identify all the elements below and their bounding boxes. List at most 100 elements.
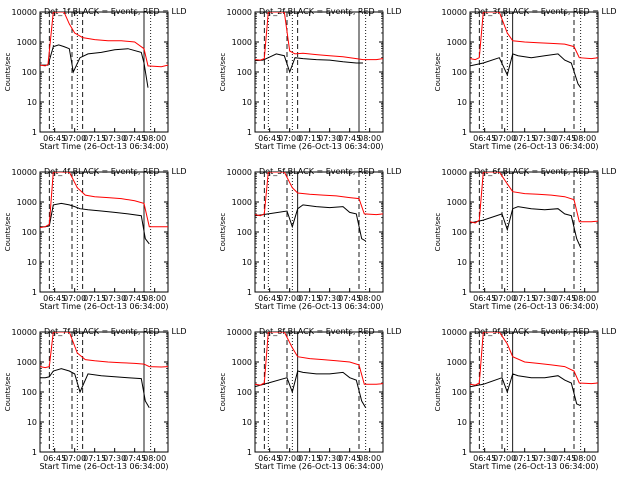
x-axis-label: Start Time (26-Oct-13 06:34:00) xyxy=(469,462,598,471)
lld-series-line xyxy=(40,332,168,369)
x-tick-label: 08:00 xyxy=(143,454,166,463)
y-axis-label: Counts/sec xyxy=(4,373,12,412)
y-tick-label: 1 xyxy=(462,128,467,137)
x-tick-label: 07:00 xyxy=(278,134,301,143)
events-series-line xyxy=(255,204,366,242)
chart-panel: Det_2f BLACK = Events, RED = LLD 1 10 100 10… xyxy=(219,7,402,151)
x-tick-label: 06:45 xyxy=(258,454,281,463)
y-tick-label: 1 xyxy=(32,288,37,297)
x-axis-label: Start Time (26-Oct-13 06:34:00) xyxy=(39,302,168,311)
plot-frame xyxy=(469,171,599,293)
x-tick-label: 08:00 xyxy=(573,294,596,303)
x-tick-label: 07:00 xyxy=(63,294,86,303)
chart-title: Det_5f BLACK = Events, RED = LLD xyxy=(259,167,402,176)
x-tick-label: 07:45 xyxy=(338,454,361,463)
y-tick-label: 10 xyxy=(457,98,467,107)
lld-series-line xyxy=(470,172,598,224)
y-tick-label: 10 xyxy=(27,258,37,267)
chart-title: Det_4f BLACK = Events, RED = LLD xyxy=(44,167,187,176)
x-tick-label: 07:15 xyxy=(298,454,321,463)
events-series-line xyxy=(470,373,581,407)
x-tick-label: 07:15 xyxy=(513,454,536,463)
x-tick-label: 07:15 xyxy=(83,294,106,303)
x-tick-label: 07:00 xyxy=(63,134,86,143)
y-tick-label: 1000 xyxy=(447,358,467,367)
chart-panel: Det_4f BLACK = Events, RED = LLD 1 10 100 10… xyxy=(4,167,187,311)
x-tick-label: 08:00 xyxy=(143,294,166,303)
lld-series-line xyxy=(255,332,383,386)
chart-title: Det_6f BLACK = Events, RED = LLD xyxy=(474,167,617,176)
x-tick-label: 07:15 xyxy=(298,294,321,303)
y-axis-label: Counts/sec xyxy=(219,373,227,412)
x-tick-label: 08:00 xyxy=(358,294,381,303)
y-tick-label: 1000 xyxy=(447,198,467,207)
x-tick-label: 06:45 xyxy=(258,134,281,143)
y-tick-label: 1000 xyxy=(232,358,252,367)
lld-series-line xyxy=(40,172,168,229)
events-series-line xyxy=(255,370,367,408)
y-tick-label: 1 xyxy=(247,288,252,297)
y-tick-label: 10000 xyxy=(12,168,37,177)
chart-panel: Det_9f BLACK = Events, RED = LLD 1 10 100 10… xyxy=(434,327,617,471)
y-tick-label: 100 xyxy=(452,228,467,237)
y-tick-label: 100 xyxy=(22,228,37,237)
y-tick-label: 1 xyxy=(247,448,252,457)
x-tick-label: 07:45 xyxy=(338,294,361,303)
x-tick-label: 06:45 xyxy=(43,294,66,303)
y-tick-label: 10000 xyxy=(227,168,252,177)
x-axis-label: Start Time (26-Oct-13 06:34:00) xyxy=(469,142,598,151)
x-tick-label: 07:15 xyxy=(513,294,536,303)
plot-frame xyxy=(254,331,384,453)
y-tick-label: 10000 xyxy=(442,328,467,337)
chart-title: Det_9f BLACK = Events, RED = LLD xyxy=(474,327,617,336)
x-axis-label: Start Time (26-Oct-13 06:34:00) xyxy=(39,142,168,151)
y-tick-label: 10 xyxy=(242,258,252,267)
events-series-line xyxy=(40,202,150,245)
lld-series-line xyxy=(40,12,168,68)
y-tick-label: 10000 xyxy=(227,8,252,17)
chart-title: Det_8f BLACK = Events, RED = LLD xyxy=(259,327,402,336)
x-tick-label: 06:45 xyxy=(43,454,66,463)
x-tick-label: 06:45 xyxy=(43,134,66,143)
x-axis-label: Start Time (26-Oct-13 06:34:00) xyxy=(254,142,383,151)
y-tick-label: 10 xyxy=(27,98,37,107)
y-tick-label: 10 xyxy=(457,258,467,267)
y-axis-label: Counts/sec xyxy=(434,213,442,252)
y-tick-label: 1 xyxy=(462,288,467,297)
y-tick-label: 10000 xyxy=(442,168,467,177)
x-axis-label: Start Time (26-Oct-13 06:34:00) xyxy=(254,302,383,311)
chart-panel: Det_3f BLACK = Events, RED = LLD 1 10 100 10… xyxy=(434,7,617,151)
x-tick-label: 07:45 xyxy=(338,134,361,143)
plot-frame xyxy=(254,171,384,293)
x-tick-label: 07:15 xyxy=(83,134,106,143)
chart-title: Det_7f BLACK = Events, RED = LLD xyxy=(44,327,187,336)
events-series-line xyxy=(255,53,363,74)
x-tick-label: 07:30 xyxy=(533,134,556,143)
y-tick-label: 1 xyxy=(32,448,37,457)
chart-title: Det_1f BLACK = Events, RED = LLD xyxy=(44,7,187,16)
x-tick-label: 07:00 xyxy=(493,454,516,463)
y-tick-label: 10000 xyxy=(12,8,37,17)
lld-series-line xyxy=(470,332,598,386)
x-tick-label: 07:45 xyxy=(123,454,146,463)
x-tick-label: 07:45 xyxy=(553,294,576,303)
y-tick-label: 1000 xyxy=(17,198,37,207)
x-axis-label: Start Time (26-Oct-13 06:34:00) xyxy=(469,302,598,311)
y-tick-label: 100 xyxy=(452,388,467,397)
x-tick-label: 07:30 xyxy=(533,294,556,303)
events-series-line xyxy=(40,368,150,408)
chart-panel: Det_8f BLACK = Events, RED = LLD 1 10 100 10… xyxy=(219,327,402,471)
x-tick-label: 06:45 xyxy=(473,134,496,143)
x-tick-label: 08:00 xyxy=(358,134,381,143)
chart-panel: Det_1f BLACK = Events, RED = LLD 1 10 100 10… xyxy=(4,7,187,151)
events-series-line xyxy=(40,44,149,88)
lld-series-line xyxy=(255,172,383,217)
y-tick-label: 1 xyxy=(32,128,37,137)
x-tick-label: 07:45 xyxy=(123,134,146,143)
x-tick-label: 06:45 xyxy=(258,294,281,303)
y-tick-label: 100 xyxy=(237,68,252,77)
x-tick-label: 06:45 xyxy=(473,294,496,303)
y-tick-label: 10 xyxy=(457,418,467,427)
y-tick-label: 1000 xyxy=(232,198,252,207)
